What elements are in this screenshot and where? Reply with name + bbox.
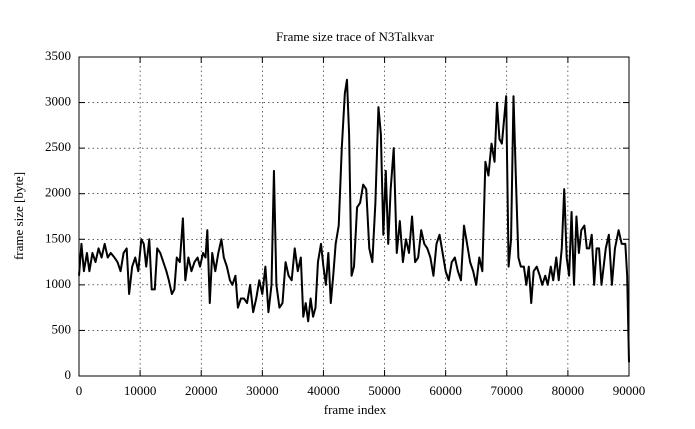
x-tick-label: 60000 [429, 383, 462, 398]
x-tick-label: 80000 [552, 383, 585, 398]
x-tick-label: 30000 [246, 383, 279, 398]
x-tick-label: 40000 [307, 383, 340, 398]
y-tick-label: 3000 [45, 94, 71, 109]
y-axis-label: frame size [byte] [11, 172, 26, 260]
x-tick-label: 0 [76, 383, 83, 398]
x-tick-label: 20000 [185, 383, 218, 398]
trace-line [78, 78, 630, 363]
y-tick-label: 1000 [45, 276, 71, 291]
y-tick-label: 2000 [45, 185, 71, 200]
y-tick-label: 3500 [45, 48, 71, 63]
plot-frame [78, 56, 630, 377]
x-tick-label: 50000 [368, 383, 401, 398]
y-tick-label: 500 [52, 321, 72, 336]
x-tick-label: 90000 [613, 383, 646, 398]
x-tick-label: 10000 [124, 383, 157, 398]
chart-title: Frame size trace of N3Talkvar [276, 29, 435, 44]
y-tick-label: 1500 [45, 230, 71, 245]
y-tick-label: 2500 [45, 139, 71, 154]
x-axis-label: frame index [324, 402, 387, 417]
x-tick-label: 70000 [491, 383, 524, 398]
y-tick-label: 0 [65, 367, 72, 382]
